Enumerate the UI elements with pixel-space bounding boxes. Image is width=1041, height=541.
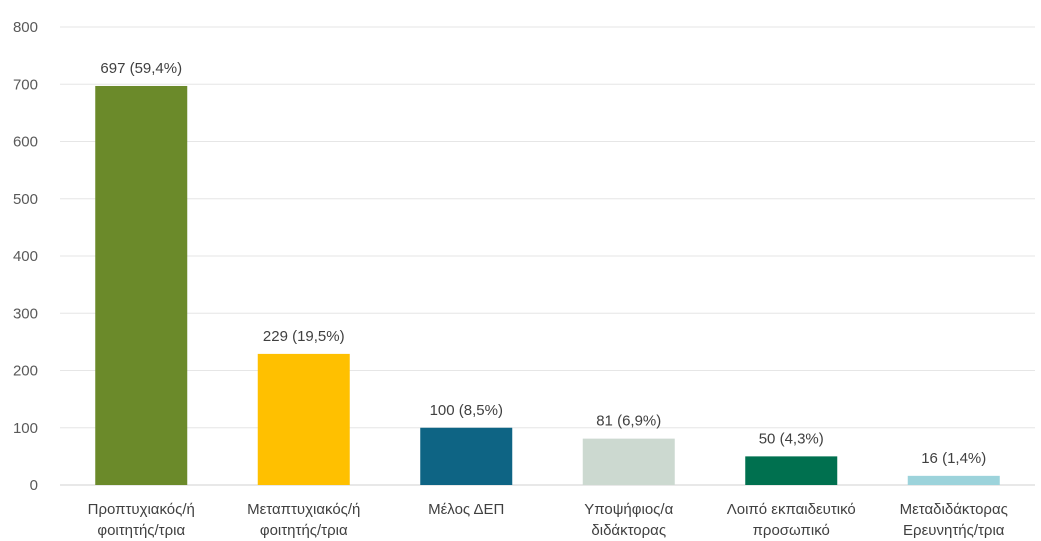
category-label-line: Υποψήφιος/α: [584, 501, 673, 518]
y-tick-label: 500: [13, 191, 38, 208]
data-label: 50 (4,3%): [759, 430, 824, 447]
x-axis-categories: Προπτυχιακός/ή φοιτητής/τριαΜεταπτυχιακός…: [88, 501, 1008, 539]
category-label: Μέλος ΔΕΠ: [428, 501, 504, 518]
bar: [745, 456, 838, 485]
data-labels: 697 (59,4%) 229 (19,5%) 100 (8,5%) 81 (6,9%…: [100, 60, 986, 467]
y-tick-label: 300: [13, 305, 38, 322]
y-tick-label: 800: [13, 19, 38, 36]
bar: [582, 438, 675, 485]
category-label-line: Ερευνητής/τρια: [903, 522, 1005, 539]
category-label: Υποψήφιος/α διδάκτορας: [584, 501, 673, 539]
category-label: Λοιπό εκπαιδευτικό προσωπικό: [727, 501, 856, 539]
data-label: 16 (1,4%): [921, 450, 986, 467]
y-tick-label: 600: [13, 134, 38, 151]
data-label: 100 (8,5%): [430, 402, 503, 419]
category-label: Μεταπτυχιακός/ή φοιτητής/τρια: [247, 501, 360, 539]
bars: [95, 85, 1000, 485]
category-label-line: φοιτητής/τρια: [260, 522, 348, 539]
category-label: Μεταδιδάκτορας Ερευνητής/τρια: [900, 501, 1008, 539]
gridlines: [60, 26, 1035, 486]
data-label: 697 (59,4%): [100, 60, 182, 77]
y-tick-label: 100: [13, 420, 38, 437]
category-label-line: Προπτυχιακός/ή: [88, 501, 195, 518]
category-label-line: Λοιπό εκπαιδευτικό: [727, 501, 856, 518]
category-label-line: φοιτητής/τρια: [97, 522, 185, 539]
y-tick-label: 400: [13, 248, 38, 265]
y-tick-label: 700: [13, 76, 38, 93]
category-label-line: προσωπικό: [753, 522, 830, 539]
bar: [257, 353, 350, 485]
category-label: Προπτυχιακός/ή φοιτητής/τρια: [88, 501, 195, 539]
data-label: 229 (19,5%): [263, 328, 345, 345]
category-label-line: Μεταπτυχιακός/ή: [247, 501, 360, 518]
y-tick-label: 200: [13, 363, 38, 380]
bar: [95, 85, 188, 485]
bar: [420, 427, 513, 485]
y-tick-label: 0: [30, 477, 38, 494]
category-label-line: Μεταδιδάκτορας: [900, 501, 1008, 518]
y-axis-ticks: 0 100 200 300 400 500 600 700 800: [13, 19, 38, 494]
category-label-line: διδάκτορας: [591, 522, 666, 539]
bar: [907, 475, 1000, 485]
data-label: 81 (6,9%): [596, 413, 661, 430]
category-label-line: Μέλος ΔΕΠ: [428, 501, 504, 518]
